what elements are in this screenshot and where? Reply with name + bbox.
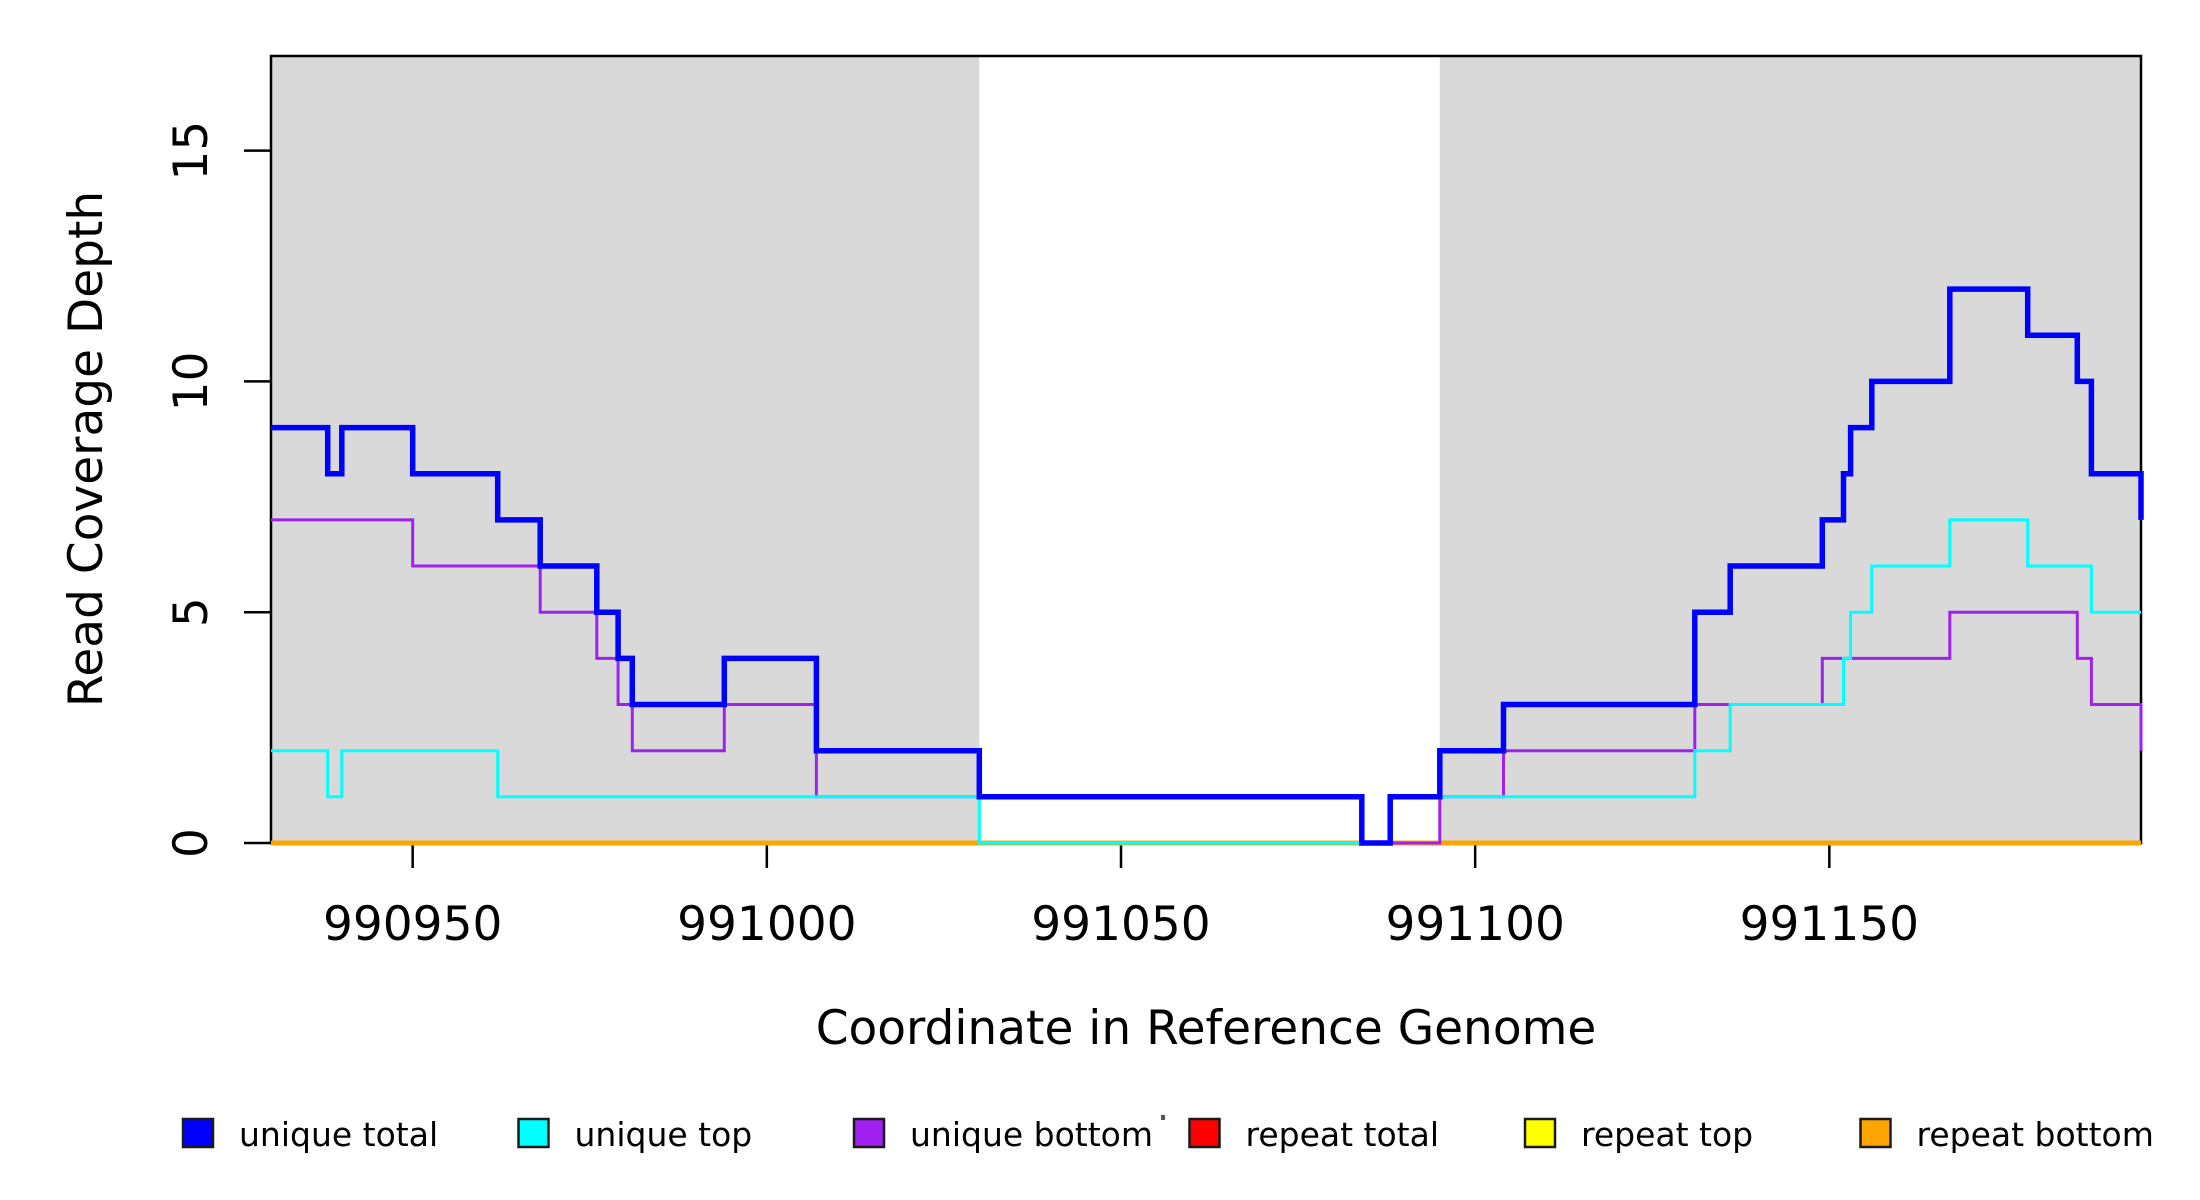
legend-swatch-repeat-top — [1523, 1117, 1557, 1149]
legend-item-unique-top: unique top — [517, 1115, 753, 1154]
y-tick-label: 0 — [164, 828, 219, 858]
legend-item-repeat-total: repeat total — [1188, 1115, 1440, 1154]
legend-swatch-repeat-total — [1188, 1117, 1221, 1149]
x-tick-label: 991050 — [1031, 897, 1210, 952]
repeat-region-shading — [271, 56, 2141, 843]
x-tick-label: 991100 — [1385, 897, 1564, 952]
axis-ticks: 990950 991000 991050 991100 991150 0 5 10 15 — [164, 121, 1919, 952]
legend-label: repeat bottom — [1917, 1115, 2154, 1154]
legend-label: unique top — [575, 1115, 753, 1154]
legend-swatch-unique-total — [181, 1117, 215, 1149]
stray-dot-artifact — [1161, 1115, 1165, 1120]
x-tick-label: 990950 — [323, 897, 502, 952]
legend-label: repeat total — [1246, 1115, 1440, 1154]
legend-label: unique total — [239, 1115, 438, 1154]
x-axis-title: Coordinate in Reference Genome — [816, 1001, 1597, 1056]
legend-label: unique bottom — [910, 1115, 1153, 1154]
repeat-region-2 — [1439, 56, 2141, 843]
series-line-unique-total — [271, 286, 2144, 846]
legend-item-unique-total: unique total — [181, 1115, 438, 1154]
y-tick-label: 5 — [164, 597, 219, 627]
legend-label: repeat top — [1581, 1115, 1753, 1154]
legend-item-repeat-bottom: repeat bottom — [1859, 1115, 2154, 1154]
repeat-region-1 — [271, 56, 980, 843]
y-tick-label: 15 — [164, 121, 219, 181]
x-tick-label: 991000 — [677, 897, 856, 952]
legend: unique total unique top unique bottom repea… — [181, 1115, 2154, 1154]
legend-swatch-repeat-bottom — [1859, 1117, 1892, 1149]
legend-item-repeat-top: repeat top — [1523, 1115, 1753, 1154]
series-line-unique-top — [271, 518, 2141, 845]
x-tick-label: 991150 — [1740, 897, 1919, 952]
y-axis-title: Read Coverage Depth — [59, 191, 114, 707]
y-tick-label: 10 — [164, 352, 219, 412]
coverage-step-lines — [271, 286, 2144, 846]
legend-swatch-unique-bottom — [852, 1117, 886, 1149]
legend-item-unique-bottom: unique bottom — [852, 1115, 1153, 1154]
legend-swatch-unique-top — [517, 1117, 550, 1149]
